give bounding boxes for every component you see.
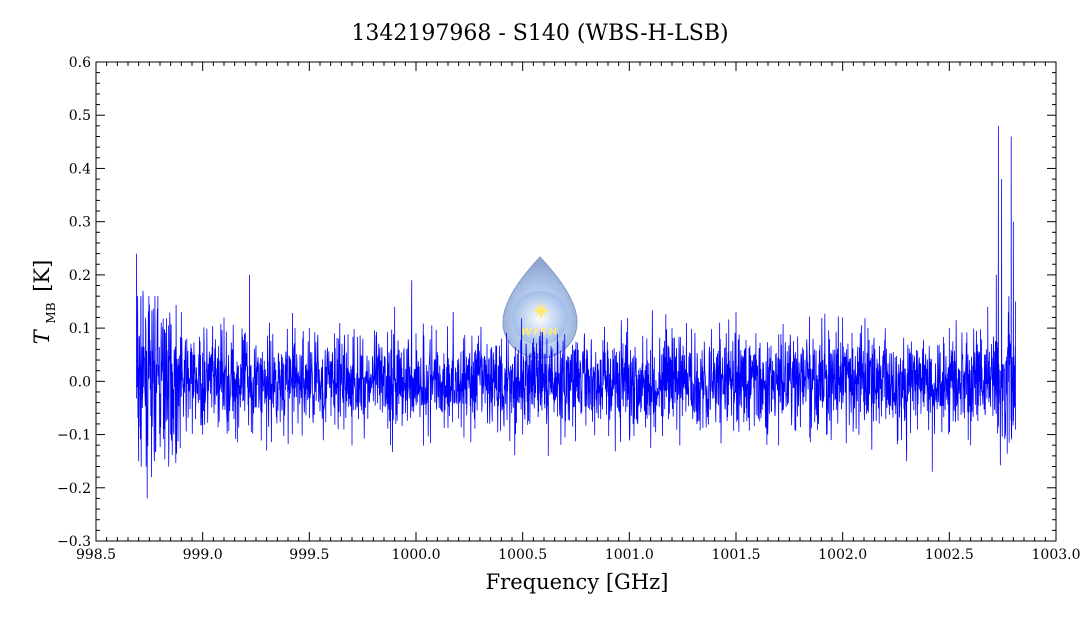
y-tick-label: −0.1 bbox=[57, 428, 91, 444]
y-axis-label-symbol: T bbox=[30, 328, 54, 344]
y-tick-label: 0.2 bbox=[69, 268, 91, 284]
x-axis-label: Frequency [GHz] bbox=[486, 570, 669, 594]
y-tick-label: −0.3 bbox=[57, 534, 91, 550]
y-axis-label-unit: [K] bbox=[30, 260, 54, 292]
y-tick-label: 0.6 bbox=[69, 55, 91, 71]
x-tick-label: 1003.0 bbox=[1032, 547, 1080, 563]
axes: 998.5 999.0 999.5 1000.0 1000.5 1001.0 1001.5 1… bbox=[57, 55, 1080, 563]
y-tick-label: 0.5 bbox=[69, 108, 91, 124]
x-tick-label: 999.0 bbox=[183, 547, 223, 563]
x-tick-label: 1002.5 bbox=[925, 547, 974, 563]
y-tick-label: 0.0 bbox=[69, 374, 91, 390]
x-tick-label: 1000.0 bbox=[392, 547, 441, 563]
plot-frame bbox=[95, 61, 1057, 542]
chart-title: 1342197968 - S140 (WBS-H-LSB) bbox=[351, 21, 728, 46]
x-tick-label: 1001.0 bbox=[605, 547, 654, 563]
x-tick-label: 999.5 bbox=[289, 547, 329, 563]
x-tick-label: 998.5 bbox=[76, 547, 116, 563]
x-tick-label: 1001.5 bbox=[712, 547, 761, 563]
star-icon bbox=[532, 302, 550, 320]
plot-area bbox=[136, 125, 1016, 499]
x-tick-label: 1000.5 bbox=[498, 547, 547, 563]
y-tick-label: 0.4 bbox=[69, 161, 91, 177]
y-tick-label: 0.1 bbox=[69, 321, 91, 337]
svg-text:T MB [K]: T MB [K] bbox=[30, 260, 60, 345]
y-axis-label: T MB [K] bbox=[30, 260, 60, 345]
x-tick-label: 1002.0 bbox=[818, 547, 867, 563]
y-tick-label: −0.2 bbox=[57, 481, 91, 497]
y-axis-label-subscript: MB bbox=[44, 302, 58, 323]
spectrum-line bbox=[136, 125, 1016, 499]
logo-label: WISH bbox=[521, 327, 559, 338]
y-tick-label: 0.3 bbox=[69, 215, 91, 231]
